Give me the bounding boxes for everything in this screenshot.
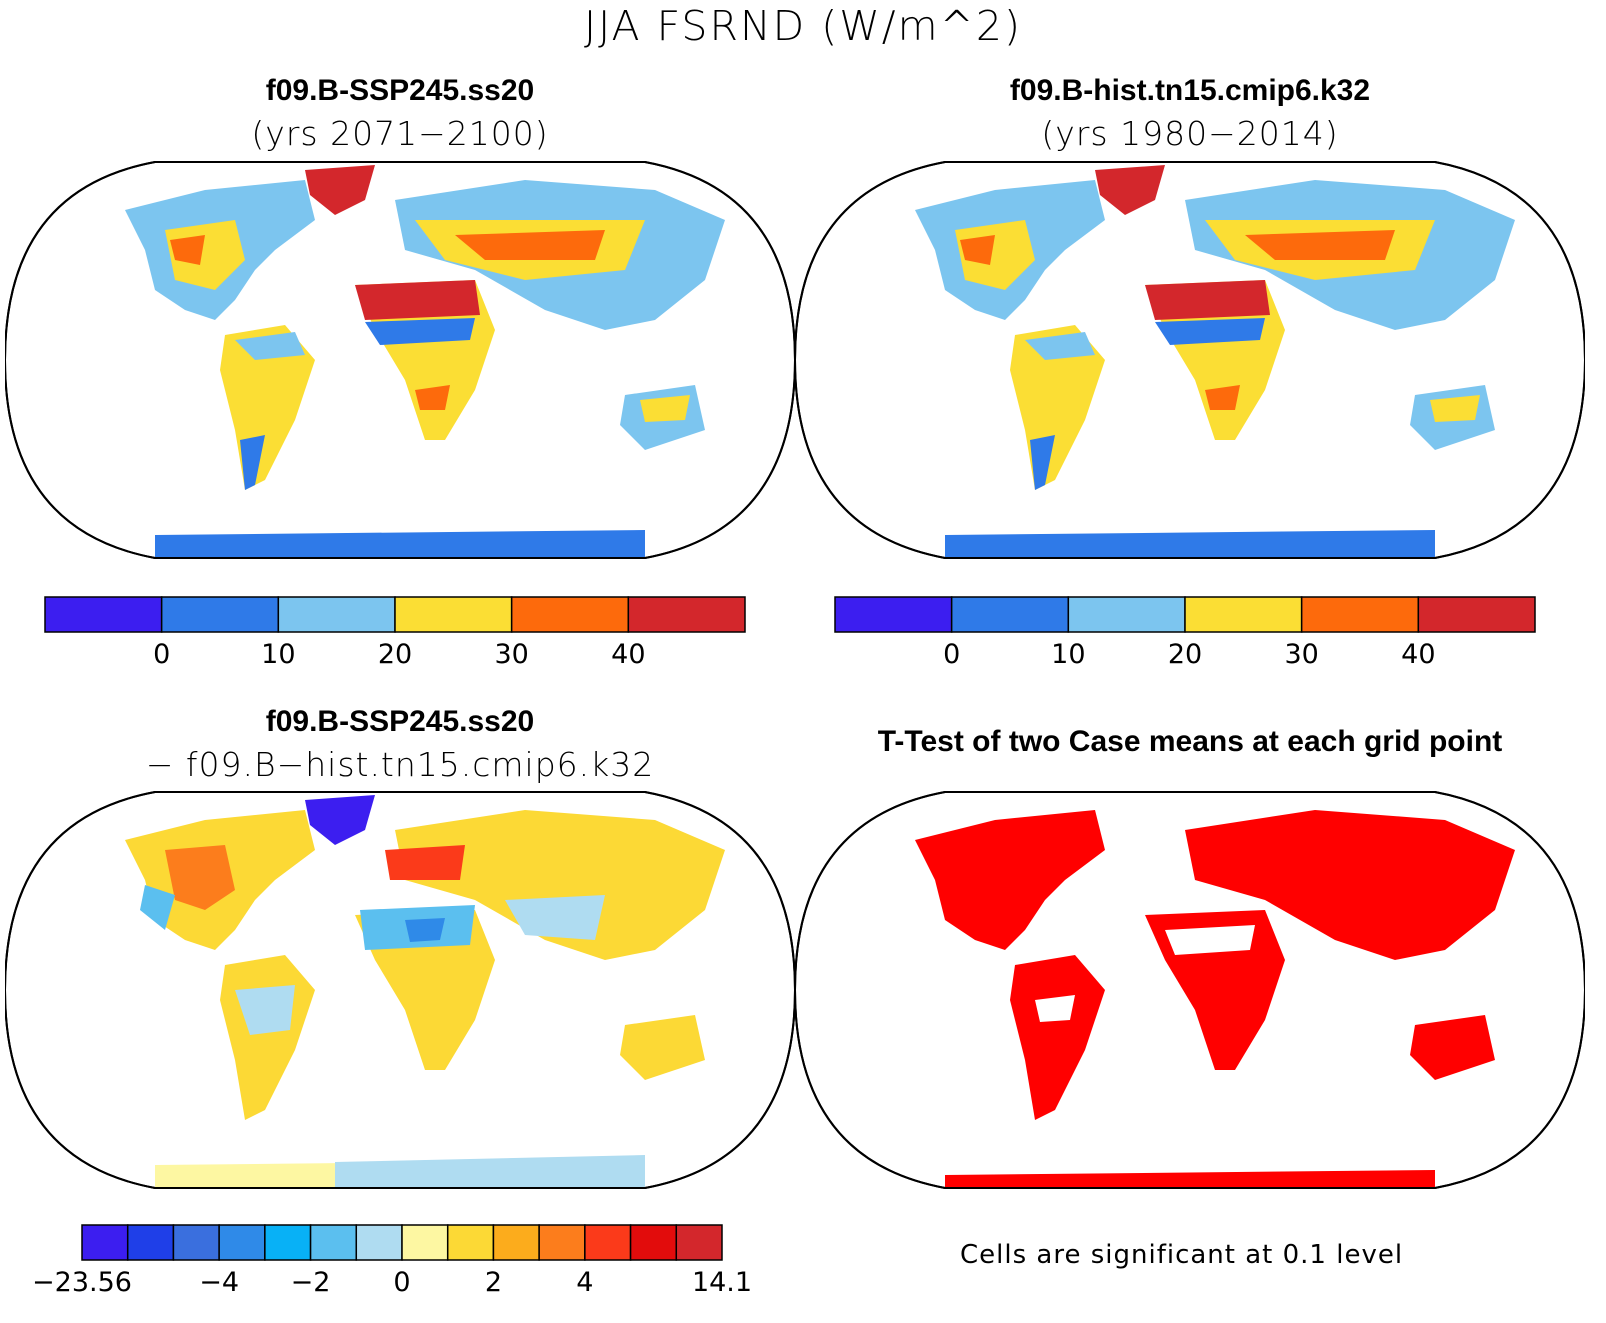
colorbar-label: 2 [485,1267,502,1298]
panel2-subtitle: (yrs 1980−2014) [1041,114,1339,153]
colorbar-swatch [627,596,746,633]
colorbar-swatch [950,596,1070,633]
colorbar-label: −4 [199,1267,239,1298]
greenland [305,165,375,215]
colorbar-label: 30 [494,639,528,670]
colorbar-swatch [1300,596,1420,633]
colorbar-label: 0 [153,639,170,670]
colorbar-label: 20 [1168,639,1202,670]
colorbar-swatch [394,596,513,633]
colorbar-label: −23.56 [32,1267,132,1298]
colorbar-swatch [492,1224,540,1261]
colorbar-swatch [629,1224,678,1261]
panel3-map [5,791,795,1189]
colorbar-swatch [172,1224,220,1261]
colorbar-swatch [355,1224,403,1261]
colorbar-label: 30 [1284,639,1318,670]
colorbar-swatch [277,596,396,633]
colorbar-swatch [1067,596,1186,633]
panel1-subtitle: (yrs 2071−2100) [251,114,549,153]
colorbar-swatch [1184,596,1303,633]
colorbar-swatch [401,1224,449,1261]
colorbar-swatch [309,1224,358,1261]
colorbar-swatch [584,1224,632,1261]
colorbar-swatch [81,1224,129,1261]
colorbar-swatch [834,596,953,633]
colorbar-swatch [510,596,630,633]
colorbar-swatch [446,1224,495,1261]
colorbar-swatch [218,1224,266,1261]
colorbar-label: 10 [261,639,295,670]
colorbar-label: 20 [378,639,412,670]
colorbar-label: 10 [1051,639,1085,670]
panel2-title: f09.B-hist.tn15.cmip6.k32 [1009,74,1371,107]
panel1-title: f09.B-SSP245.ss20 [265,74,535,107]
colorbar-swatch [264,1224,312,1261]
colorbar-swatch [1417,596,1536,633]
panel1-colorbar: 0 10 20 30 40 [44,596,746,670]
figure-title: JJA FSRND (W/m^2) [584,2,1022,50]
panel4-title: T-Test of two Case means at each grid po… [877,725,1503,758]
significance-note: Cells are significant at 0.1 level [960,1240,1404,1270]
colorbar-label: 40 [1401,639,1435,670]
colorbar-swatch [538,1224,586,1261]
panel2-colorbar: 0 10 20 30 40 [834,596,1536,670]
colorbar-swatch [160,596,280,633]
panel2-map [795,161,1585,559]
panel4-map [795,791,1585,1189]
colorbar-swatch [44,596,163,633]
colorbar-swatch [675,1224,723,1261]
colorbar-boxes [44,596,746,633]
antarctica [155,530,645,558]
colorbar-label: −2 [291,1267,331,1298]
colorbar-label: 4 [576,1267,593,1298]
colorbar-label: 40 [611,639,645,670]
colorbar-label: 14.1 [692,1267,752,1298]
panel1-map [5,161,795,559]
colorbar-labels: 0 10 20 30 40 [153,639,645,670]
panel3-colorbar: −23.56 −4 −2 0 2 4 14.1 [32,1224,752,1298]
colorbar-label: 0 [943,639,960,670]
panel3-title: f09.B-SSP245.ss20 [265,705,535,738]
colorbar-swatch [126,1224,175,1261]
panel3-subtitle: − f09.B−hist.tn15.cmip6.k32 [145,745,655,784]
colorbar-label: 0 [393,1267,410,1298]
